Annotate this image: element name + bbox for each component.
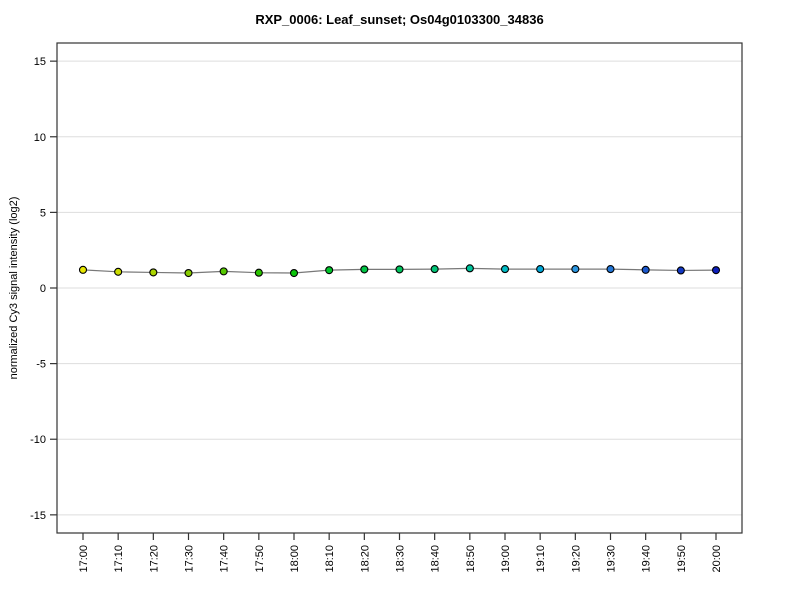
- x-tick-label: 17:40: [219, 545, 231, 573]
- data-point: [536, 265, 545, 274]
- x-tick-label: 18:00: [289, 545, 301, 573]
- y-tick-label: -15: [30, 510, 46, 522]
- data-point: [430, 265, 439, 274]
- x-tick-label: 19:40: [641, 545, 653, 573]
- x-tick-label: 18:40: [430, 545, 442, 573]
- x-tick-label: 17:30: [184, 545, 196, 573]
- data-point: [219, 267, 228, 276]
- data-point: [711, 266, 721, 275]
- data-point: [676, 266, 685, 275]
- data-point: [465, 264, 474, 273]
- data-point: [149, 268, 158, 277]
- x-tick-label: 18:10: [324, 545, 336, 573]
- y-tick-label: 5: [40, 207, 46, 219]
- chart-title: RXP_0006: Leaf_sunset; Os04g0103300_3483…: [255, 12, 544, 27]
- data-point: [500, 265, 510, 274]
- data-point: [78, 265, 88, 274]
- y-tick-label: 15: [34, 56, 46, 68]
- data-point: [571, 265, 580, 274]
- x-tick-label: 19:50: [676, 545, 688, 573]
- data-point: [641, 265, 650, 274]
- data-point: [114, 267, 123, 276]
- data-point: [254, 268, 263, 277]
- x-tick-label: 17:50: [254, 545, 266, 573]
- data-point: [184, 268, 193, 278]
- y-tick-label: -5: [36, 359, 46, 371]
- x-tick-label: 17:00: [78, 545, 90, 573]
- x-tick-label: 18:50: [465, 545, 477, 573]
- data-point: [360, 265, 369, 274]
- x-tick-label: 17:10: [113, 545, 125, 573]
- x-tick-label: 17:20: [148, 545, 160, 573]
- data-point: [606, 265, 615, 274]
- x-tick-label: 20:00: [711, 545, 723, 573]
- data-point: [289, 268, 299, 278]
- data-point: [395, 265, 404, 274]
- x-tick-label: 19:00: [500, 545, 512, 573]
- y-axis-label: normalized Cy3 signal intensity (log2): [8, 196, 20, 380]
- x-tick-label: 18:30: [395, 545, 407, 573]
- y-tick-label: 10: [34, 132, 46, 144]
- x-tick-label: 19:10: [535, 545, 547, 573]
- x-tick-label: 19:20: [570, 545, 582, 573]
- data-point: [325, 266, 334, 275]
- y-tick-label: 0: [40, 283, 46, 295]
- x-tick-label: 19:30: [606, 545, 618, 573]
- y-tick-label: -10: [30, 434, 46, 446]
- x-tick-label: 18:20: [359, 545, 371, 573]
